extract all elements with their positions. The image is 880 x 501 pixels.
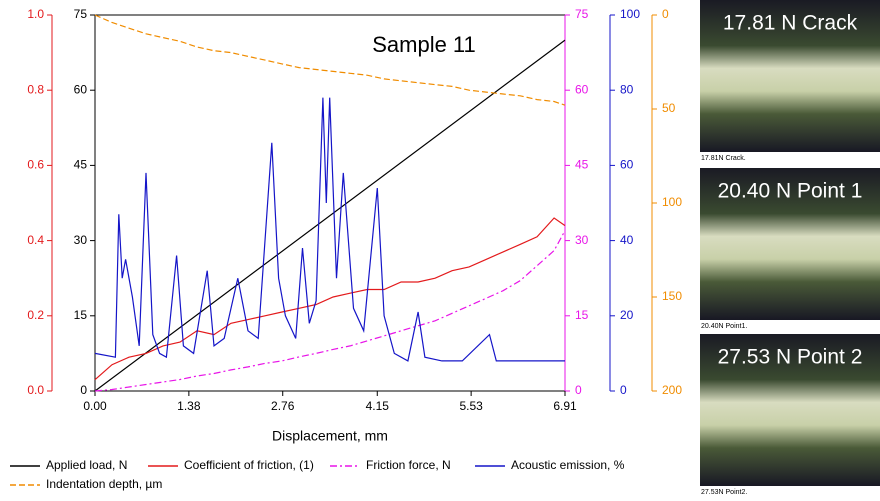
plot-frame: [94, 14, 566, 392]
y-tick-label: 0: [575, 383, 582, 397]
x-axis-label: Displacement, mm: [272, 428, 388, 444]
micrograph-caption: 20.40N Point1.: [701, 323, 747, 330]
series-line: [94, 217, 566, 381]
y-tick-label: 15: [74, 308, 88, 322]
y-tick-label: 100: [662, 195, 682, 209]
y-tick-label: 45: [74, 158, 88, 172]
y-tick-label: 0: [662, 7, 669, 21]
y-tick-label: 75: [575, 7, 589, 21]
micrograph: [700, 0, 880, 152]
micrograph-title: 17.81 N Crack: [723, 12, 858, 35]
series-line: [94, 14, 566, 106]
legend-label: Indentation depth, µm: [46, 477, 162, 491]
y-tick-label: 0.6: [27, 158, 44, 172]
x-tick-label: 1.38: [177, 399, 201, 413]
y-tick-label: 0: [80, 383, 87, 397]
micrograph: [700, 334, 880, 486]
micrograph-title: 27.53 N Point 2: [718, 346, 863, 369]
y-tick-label: 0.4: [27, 233, 44, 247]
y-tick-label: 45: [575, 158, 589, 172]
y-tick-label: 0.0: [27, 383, 44, 397]
micrograph-caption: 27.53N Point2.: [701, 489, 747, 496]
y-tick-label: 150: [662, 289, 682, 303]
y-tick-label: 80: [620, 82, 634, 96]
x-tick-label: 2.76: [271, 399, 295, 413]
y-tick-label: 60: [620, 158, 634, 172]
y-tick-label: 40: [620, 233, 634, 247]
x-tick-label: 5.53: [459, 399, 483, 413]
y-tick-label: 30: [575, 233, 589, 247]
y-tick-label: 60: [74, 82, 88, 96]
x-tick-label: 0.00: [83, 399, 107, 413]
series-line: [94, 230, 566, 392]
micrograph-caption: 17.81N Crack.: [701, 155, 746, 162]
y-tick-label: 50: [662, 101, 676, 115]
y-tick-label: 0.2: [27, 308, 44, 322]
x-tick-label: 4.15: [366, 399, 390, 413]
y-tick-label: 0.8: [27, 82, 44, 96]
x-tick-label: 6.91: [553, 399, 577, 413]
legend-label: Applied load, N: [46, 458, 127, 472]
y-tick-label: 60: [575, 82, 589, 96]
micrograph-title: 20.40 N Point 1: [718, 180, 863, 203]
y-tick-label: 75: [74, 7, 88, 21]
y-tick-label: 0: [620, 383, 627, 397]
chart-title: Sample 11: [372, 32, 476, 57]
y-tick-label: 100: [620, 7, 640, 21]
micrograph: [700, 168, 880, 320]
legend-label: Friction force, N: [366, 458, 451, 472]
y-tick-label: 20: [620, 308, 634, 322]
legend-label: Coefficient of friction, (1): [184, 458, 314, 472]
y-tick-label: 30: [74, 233, 88, 247]
series-line: [94, 39, 566, 392]
legend-label: Acoustic emission, %: [511, 458, 625, 472]
y-tick-label: 15: [575, 308, 589, 322]
y-tick-label: 200: [662, 383, 682, 397]
series-line: [94, 97, 565, 362]
y-tick-label: 1.0: [27, 7, 44, 21]
